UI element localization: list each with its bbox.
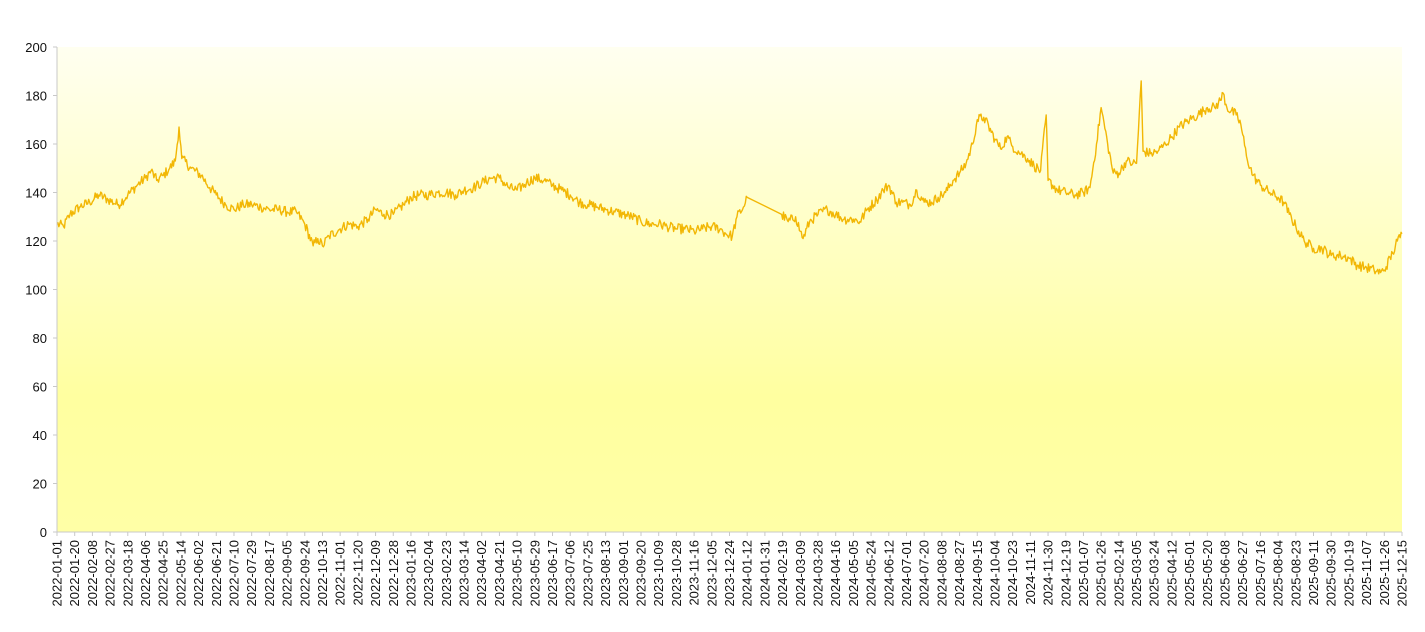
x-tick-label: 2024-05-05 [846, 540, 861, 607]
x-tick-label: 2022-10-13 [315, 540, 330, 607]
x-tick-label: 2022-05-14 [173, 540, 188, 607]
x-tick-label: 2023-12-24 [722, 540, 737, 607]
x-tick-label: 2024-08-08 [934, 540, 949, 607]
x-tick-label: 2024-01-12 [740, 540, 755, 607]
x-tick-label: 2024-10-04 [987, 540, 1002, 607]
x-tick-label: 2024-10-23 [1005, 540, 1020, 607]
x-tick-label: 2023-07-06 [563, 540, 578, 607]
x-tick-label: 2022-01-01 [50, 540, 65, 607]
x-tick-label: 2025-01-26 [1094, 540, 1109, 607]
x-tick-label: 2025-11-26 [1377, 540, 1392, 606]
x-tick-label: 2023-09-01 [616, 540, 631, 607]
x-tick-label: 2025-09-30 [1324, 540, 1339, 607]
x-tick-label: 2023-10-09 [651, 540, 666, 607]
y-tick-label: 0 [40, 525, 47, 540]
x-tick-label: 2022-02-27 [103, 540, 118, 607]
x-tick-label: 2022-12-09 [368, 540, 383, 607]
x-tick-label: 2023-07-25 [580, 540, 595, 607]
y-tick-label: 80 [33, 331, 47, 346]
x-tick-label: 2025-06-08 [1218, 540, 1233, 607]
x-tick-label: 2022-03-18 [120, 540, 135, 607]
x-tick-label: 2025-09-11 [1306, 540, 1321, 606]
x-tick-label: 2025-05-20 [1200, 540, 1215, 607]
x-tick-label: 2025-08-04 [1271, 540, 1286, 607]
x-tick-label: 2022-06-21 [209, 540, 224, 607]
y-tick-label: 120 [25, 234, 47, 249]
x-tick-label: 2025-01-07 [1076, 540, 1091, 607]
x-tick-label: 2024-02-19 [775, 540, 790, 607]
x-tick-label: 2022-08-17 [262, 540, 277, 607]
x-tick-label: 2023-10-28 [669, 540, 684, 607]
x-tick-label: 2023-01-16 [403, 540, 418, 607]
x-tick-label: 2022-11-20 [350, 540, 365, 606]
x-tick-label: 2022-04-06 [138, 540, 153, 607]
x-tick-label: 2024-06-12 [881, 540, 896, 607]
x-tick-label: 2024-11-11 [1023, 540, 1038, 605]
x-tick-label: 2025-11-07 [1359, 540, 1374, 606]
x-tick-label: 2023-05-29 [527, 540, 542, 607]
x-tick-label: 2023-12-05 [704, 540, 719, 607]
y-tick-label: 140 [25, 186, 47, 201]
y-tick-label: 20 [33, 477, 47, 492]
x-tick-label: 2022-09-24 [297, 540, 312, 607]
x-tick-label: 2022-12-28 [386, 540, 401, 607]
y-tick-label: 60 [33, 380, 47, 395]
y-tick-label: 180 [25, 89, 47, 104]
x-tick-label: 2025-02-14 [1111, 540, 1126, 607]
x-tick-label: 2023-06-17 [545, 540, 560, 607]
x-tick-label: 2022-07-29 [244, 540, 259, 607]
x-tick-label: 2024-03-28 [810, 540, 825, 607]
series-line-0 [56, 80, 1403, 275]
x-tick-label: 2023-03-14 [457, 540, 472, 607]
x-tick-label: 2022-09-05 [280, 540, 295, 607]
x-tick-label: 2023-04-21 [492, 540, 507, 607]
x-tick-label: 2022-01-20 [67, 540, 82, 607]
x-tick-label: 2023-04-02 [474, 540, 489, 607]
x-tick-label: 2023-05-10 [510, 540, 525, 607]
y-tick-label: 200 [25, 40, 47, 55]
x-tick-label: 2022-04-25 [156, 540, 171, 607]
x-tick-label: 2024-04-16 [828, 540, 843, 607]
x-tick-label: 2025-12-15 [1395, 540, 1410, 607]
x-tick-label: 2024-09-15 [970, 540, 985, 607]
x-tick-label: 2025-04-12 [1164, 540, 1179, 607]
x-tick-label: 2025-03-05 [1129, 540, 1144, 607]
x-tick-label: 2022-07-10 [226, 540, 241, 607]
x-tick-label: 2024-05-24 [864, 540, 879, 607]
x-tick-label: 2023-11-16 [687, 540, 702, 606]
x-tick-label: 2024-01-31 [757, 540, 772, 607]
x-tick-label: 2023-08-13 [598, 540, 613, 607]
x-tick-label: 2025-03-24 [1147, 540, 1162, 607]
x-tick-label: 2022-11-01 [333, 540, 348, 606]
x-tick-label: 2022-02-08 [85, 540, 100, 607]
y-axis-ticks: 0 20 40 60 80 100 120 140 160 180 200 [25, 40, 57, 540]
y-tick-label: 100 [25, 283, 47, 298]
x-tick-label: 2023-02-04 [421, 540, 436, 607]
x-tick-label: 2024-08-27 [952, 540, 967, 607]
x-tick-label: 2024-07-20 [917, 540, 932, 607]
x-tick-label: 2022-06-02 [191, 540, 206, 607]
x-tick-label: 2024-07-01 [899, 540, 914, 607]
x-tick-label: 2024-11-30 [1041, 540, 1056, 606]
x-tick-label: 2025-08-23 [1288, 540, 1303, 607]
x-tick-label: 2024-12-19 [1058, 540, 1073, 607]
y-tick-label: 40 [33, 428, 47, 443]
x-tick-label: 2023-02-23 [439, 540, 454, 607]
x-axis-ticks: 2022-01-01 2022-01-20 2022-02-08 2022-02-27… [50, 532, 1410, 607]
y-tick-label: 160 [25, 137, 47, 152]
x-tick-label: 2023-09-20 [634, 540, 649, 607]
x-tick-label: 2025-07-16 [1253, 540, 1268, 607]
x-tick-label: 2025-05-01 [1182, 540, 1197, 607]
x-tick-label: 2024-03-09 [793, 540, 808, 607]
x-tick-label: 2025-10-19 [1341, 540, 1356, 607]
plot-area [57, 47, 1402, 532]
x-tick-label: 2025-06-27 [1235, 540, 1250, 607]
